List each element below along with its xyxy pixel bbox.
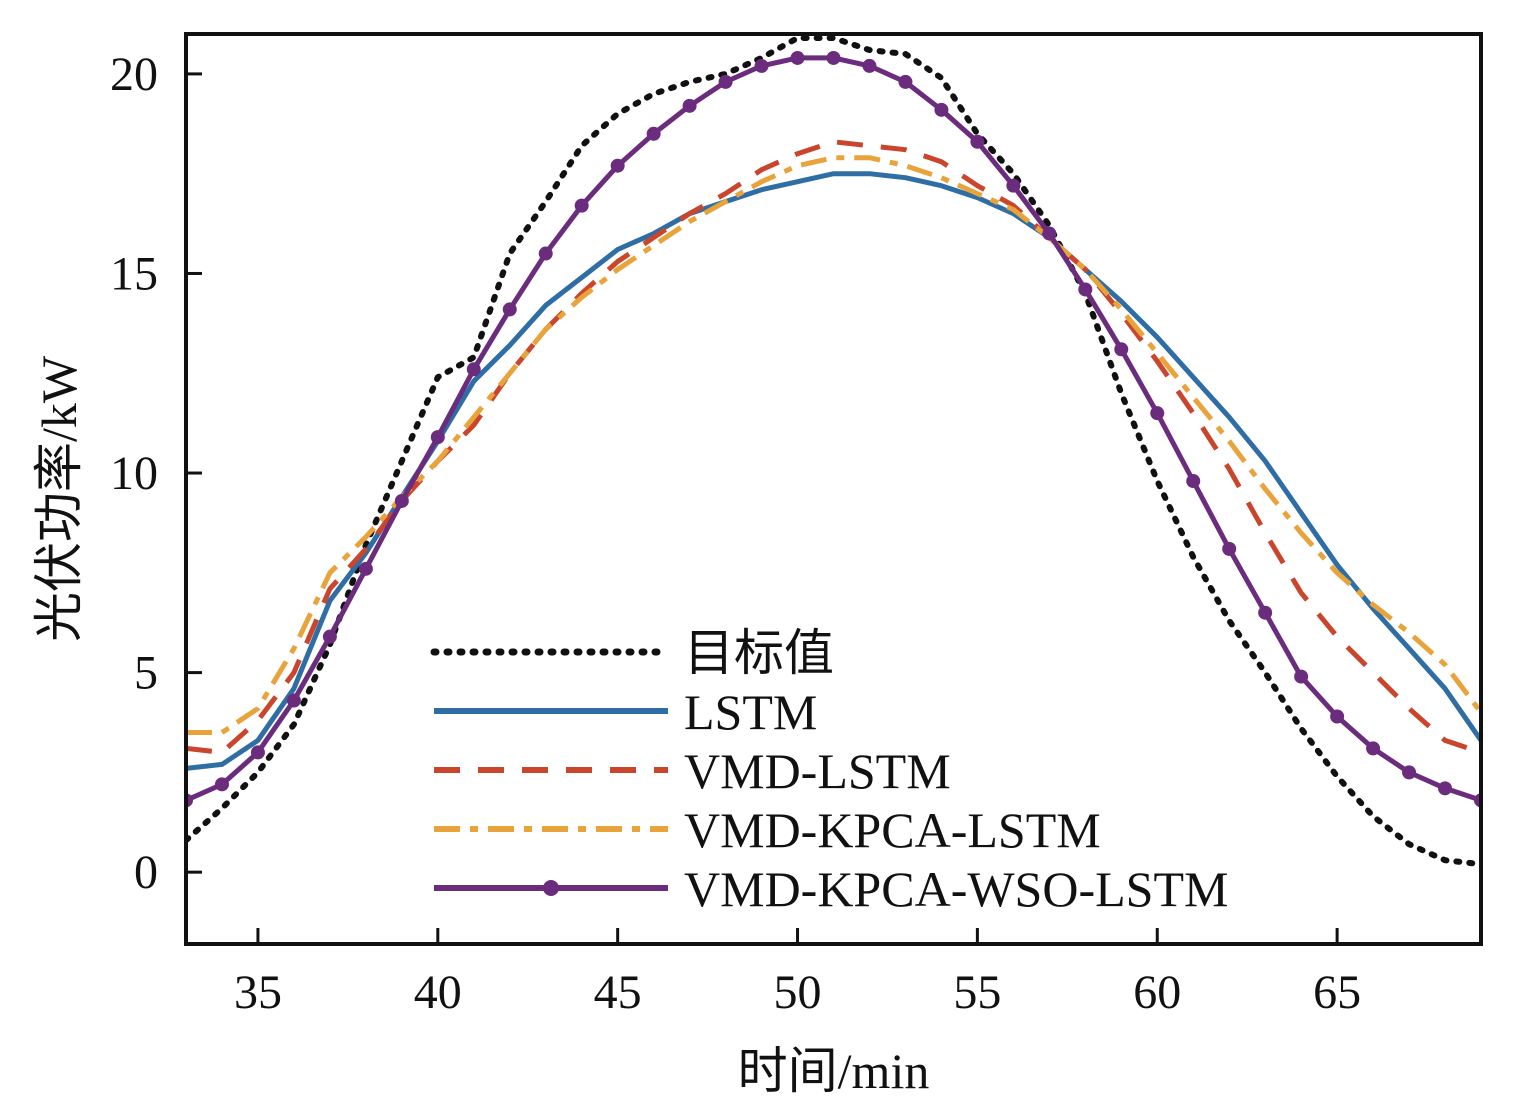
series-point [1366, 741, 1381, 756]
legend-marker [543, 880, 559, 896]
series-point [538, 246, 553, 261]
series-point [1186, 474, 1201, 489]
series-point [1222, 541, 1237, 556]
y-axis-label: 光伏功率/kW [31, 355, 87, 642]
series-point [646, 126, 661, 141]
series-point [1330, 709, 1345, 724]
axis-ticks: 35 40 45 50 55 60 65 0 5 10 15 20 [110, 48, 1361, 1019]
series-point [250, 745, 265, 760]
x-tick-label: 65 [1313, 966, 1361, 1019]
series-point [394, 493, 409, 508]
series-point [1114, 342, 1129, 357]
series-point [1294, 669, 1309, 684]
y-tick-label: 15 [110, 247, 158, 300]
series-point [358, 561, 373, 576]
legend-label: VMD-KPCA-WSO-LSTM [684, 861, 1228, 917]
series-point [682, 98, 697, 113]
series-point [502, 302, 517, 317]
series-point [1438, 781, 1453, 796]
plot-frame [184, 32, 1483, 946]
x-axis-label: 时间/min [738, 1043, 930, 1099]
series-point [322, 629, 337, 644]
series-point [1150, 406, 1165, 421]
series-point [862, 58, 877, 73]
series-point [718, 74, 733, 89]
series-point [1402, 765, 1417, 780]
series-point [286, 693, 301, 708]
series-point [1258, 605, 1273, 620]
y-tick-label: 5 [134, 647, 158, 700]
series-point [1006, 178, 1021, 193]
x-tick-label: 60 [1133, 966, 1181, 1019]
x-tick-label: 45 [594, 966, 642, 1019]
series-point [610, 158, 625, 173]
series-point [430, 430, 445, 445]
series-line-target [186, 35, 1481, 868]
x-tick-label: 40 [414, 966, 462, 1019]
series-line-vmd-kpca-wso-lstm [186, 55, 1481, 803]
legend-label: LSTM [684, 684, 817, 740]
plot-lines [186, 35, 1481, 868]
series-point [466, 362, 481, 377]
x-tick-label: 55 [953, 966, 1001, 1019]
series-point [1042, 226, 1057, 241]
series-point [790, 50, 805, 65]
y-tick-label: 0 [134, 846, 158, 899]
x-tick-label: 35 [234, 966, 282, 1019]
series-point [934, 102, 949, 117]
series-point [898, 74, 913, 89]
x-tick-label: 50 [774, 966, 822, 1019]
series-point [826, 50, 841, 65]
y-tick-label: 20 [110, 48, 158, 101]
legend: 目标值LSTMVMD-LSTMVMD-KPCA-LSTMVMD-KPCA-WSO… [430, 625, 1228, 917]
series-point [574, 198, 589, 213]
legend-label: VMD-KPCA-LSTM [684, 802, 1101, 858]
legend-label: 目标值 [684, 625, 834, 681]
series-point [214, 777, 229, 792]
series-point [1078, 282, 1093, 297]
legend-label: VMD-LSTM [684, 743, 951, 799]
series-point [754, 58, 769, 73]
series-point [970, 134, 985, 149]
y-tick-label: 10 [110, 447, 158, 500]
